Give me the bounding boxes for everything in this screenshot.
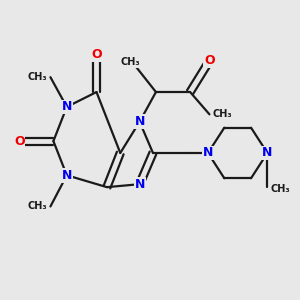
Text: CH₃: CH₃ <box>27 202 47 212</box>
Text: O: O <box>91 48 102 62</box>
Text: N: N <box>61 169 72 182</box>
Text: N: N <box>262 146 273 160</box>
Text: O: O <box>14 135 25 148</box>
Text: O: O <box>204 54 215 67</box>
Text: N: N <box>134 115 145 128</box>
Text: N: N <box>134 178 145 191</box>
Text: CH₃: CH₃ <box>27 72 47 82</box>
Text: CH₃: CH₃ <box>121 57 140 67</box>
Text: CH₃: CH₃ <box>270 184 290 194</box>
Text: N: N <box>203 146 213 160</box>
Text: N: N <box>61 100 72 113</box>
Text: CH₃: CH₃ <box>212 109 232 119</box>
